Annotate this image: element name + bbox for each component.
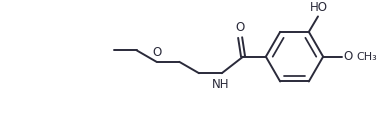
Text: O: O (344, 50, 353, 63)
Text: O: O (152, 45, 161, 59)
Text: HO: HO (310, 1, 328, 14)
Text: NH: NH (212, 78, 230, 91)
Text: CH₃: CH₃ (356, 52, 377, 62)
Text: O: O (236, 21, 245, 34)
